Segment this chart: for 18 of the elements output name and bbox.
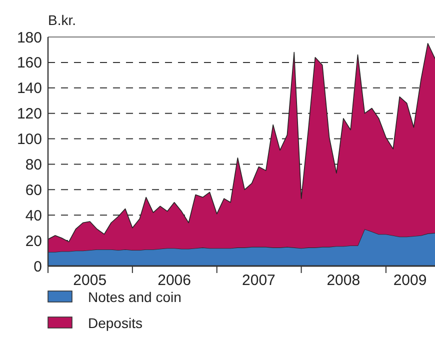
y-tick-label: 60	[25, 182, 42, 199]
legend-label: Notes and coin	[88, 288, 182, 305]
legend-label: Deposits	[88, 314, 142, 331]
y-tick-label: 0	[34, 258, 42, 276]
x-tick-label: 2005	[73, 272, 107, 289]
x-tick-label: 2006	[158, 272, 191, 289]
y-tick-label: 160	[16, 54, 42, 72]
y-tick-label: 140	[16, 80, 42, 98]
y-tick-label: 40	[25, 207, 42, 224]
y-tick-label: 100	[16, 131, 42, 148]
y-tick-label: 20	[25, 232, 42, 250]
y-axis-title: B.kr.	[48, 12, 76, 28]
x-tick-label: 2009	[393, 272, 427, 289]
y-tick-label: 180	[16, 29, 42, 46]
x-tick-label: 2007	[242, 272, 276, 289]
x-tick-label: 2008	[326, 272, 360, 289]
y-tick-label: 120	[16, 106, 42, 123]
y-tick-label: 80	[25, 156, 42, 174]
